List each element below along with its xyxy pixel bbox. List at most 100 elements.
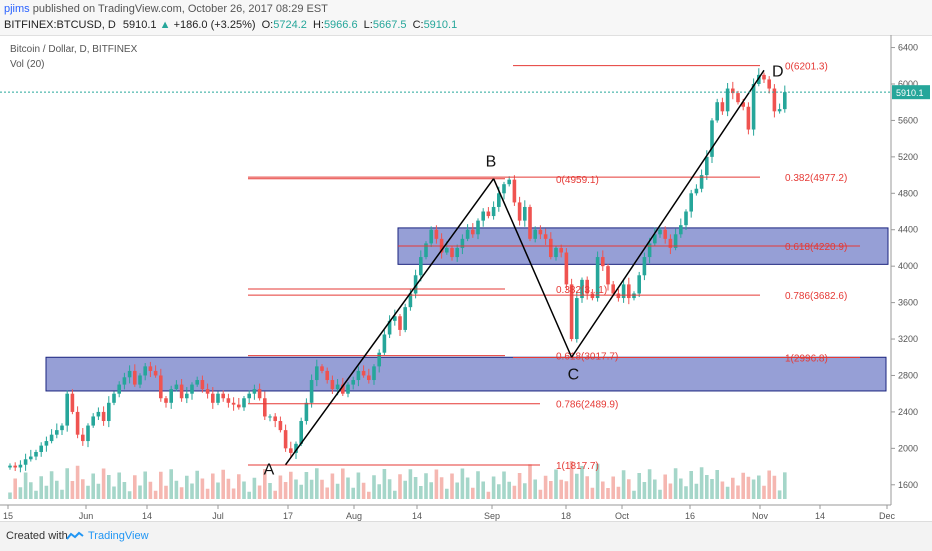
volume-bar <box>725 486 730 499</box>
volume-bar <box>517 473 522 499</box>
candle-body <box>294 443 298 453</box>
volume-bar <box>330 473 335 499</box>
high-label: H: <box>312 19 324 31</box>
candle-body <box>627 284 631 299</box>
candle-body <box>335 384 340 390</box>
volume-bar <box>195 470 199 499</box>
volume-bar <box>169 469 173 499</box>
change-up-icon: ▲ <box>159 19 171 31</box>
price-tick-label: 3600 <box>898 298 918 308</box>
volume-bar <box>159 471 163 499</box>
volume-bar <box>699 467 704 499</box>
candle-body <box>107 402 111 422</box>
volume-bar <box>673 468 678 499</box>
time-tick-label: Jul <box>212 511 224 521</box>
candle-body <box>408 293 413 308</box>
volume-bar <box>231 488 236 499</box>
price-tick-label: 5600 <box>898 115 918 125</box>
candle-body <box>590 293 595 299</box>
candle-body <box>283 430 288 449</box>
time-tick-label: Aug <box>346 511 362 521</box>
candle-body <box>325 370 329 381</box>
volume-bar <box>23 472 28 499</box>
low-value: 5667.5 <box>372 19 407 31</box>
candle-body <box>117 384 121 394</box>
volume-bar <box>637 473 641 499</box>
volume-bar <box>538 489 543 499</box>
volume-bar <box>283 482 288 499</box>
candle-body <box>257 389 262 399</box>
candle-body <box>668 238 673 248</box>
candle-body <box>777 109 782 112</box>
candle-body <box>502 184 506 194</box>
volume-bar <box>335 483 340 499</box>
volume-bar <box>325 487 329 499</box>
symbol-label: BITFINEX:BTCUSD, D <box>4 19 116 31</box>
volume-bar <box>29 482 33 499</box>
created-with-text: Created with <box>6 530 68 542</box>
time-tick-label: Sep <box>484 511 500 521</box>
volume-bar <box>268 483 272 499</box>
candle-body <box>263 398 267 417</box>
candle-body <box>710 120 714 157</box>
price-chart[interactable]: 0(6201.3) 0.382(4977.2) 0.618(4220.9) 0.786… <box>0 35 932 521</box>
author-link[interactable]: pjims <box>4 3 30 15</box>
price-tick-label: 4000 <box>898 261 918 271</box>
volume-bar <box>523 483 527 499</box>
volume-bar <box>767 470 771 499</box>
candle-body <box>200 380 205 390</box>
volume-bar <box>512 485 517 499</box>
volume-bar <box>351 487 355 499</box>
candle-body <box>533 229 537 239</box>
candle-body <box>179 384 184 399</box>
volume-bar <box>356 472 361 499</box>
time-tick-label: 18 <box>561 511 571 521</box>
volume-bar <box>263 469 267 499</box>
volume-bar <box>299 484 303 499</box>
volume-bar <box>387 479 392 499</box>
volume-bar <box>200 478 205 499</box>
candle-body <box>49 434 54 442</box>
volume-layer <box>8 461 787 499</box>
close-value: 5910.1 <box>423 19 458 31</box>
price-tick-label: 1600 <box>898 480 918 490</box>
volume-bar <box>408 469 413 499</box>
candle-body <box>372 366 376 381</box>
volume-bar <box>554 469 558 499</box>
volume-bar <box>13 478 17 499</box>
volume-bar <box>174 480 179 499</box>
publish-header: pjims published on TradingView.com, Octo… <box>0 0 932 36</box>
volume-bar <box>460 468 465 499</box>
time-tick-label: 14 <box>142 511 152 521</box>
candle-body <box>112 393 116 403</box>
candle-body <box>330 380 335 390</box>
candle-body <box>694 188 699 194</box>
volume-bar <box>372 475 376 499</box>
volume-bar <box>627 479 631 499</box>
volume-bar <box>294 479 298 499</box>
candle-body <box>705 156 709 176</box>
candle-body <box>377 352 381 367</box>
candle-body <box>382 334 387 353</box>
candle-body <box>517 202 522 221</box>
volume-bar <box>710 479 714 499</box>
change-value: +186.0 (+3.25%) <box>173 19 256 31</box>
volume-bar <box>606 488 610 499</box>
tradingview-brand[interactable]: TradingView <box>88 530 149 542</box>
candle-body <box>413 275 418 294</box>
candle-body <box>211 393 215 403</box>
candle-body <box>497 193 501 207</box>
volume-bar <box>107 475 111 499</box>
pattern-point-label: A <box>264 462 275 479</box>
candle-body <box>341 384 345 394</box>
candle-body <box>512 179 517 203</box>
candle-body <box>621 284 626 299</box>
candle-body <box>637 275 641 294</box>
candle-body <box>465 229 470 239</box>
volume-bar <box>221 469 225 499</box>
volume-bar <box>741 472 745 499</box>
volume-bar <box>663 474 667 499</box>
volume-indicator-label: Vol (20) <box>10 59 45 70</box>
candle-body <box>304 402 309 422</box>
volume-bar <box>731 477 735 499</box>
